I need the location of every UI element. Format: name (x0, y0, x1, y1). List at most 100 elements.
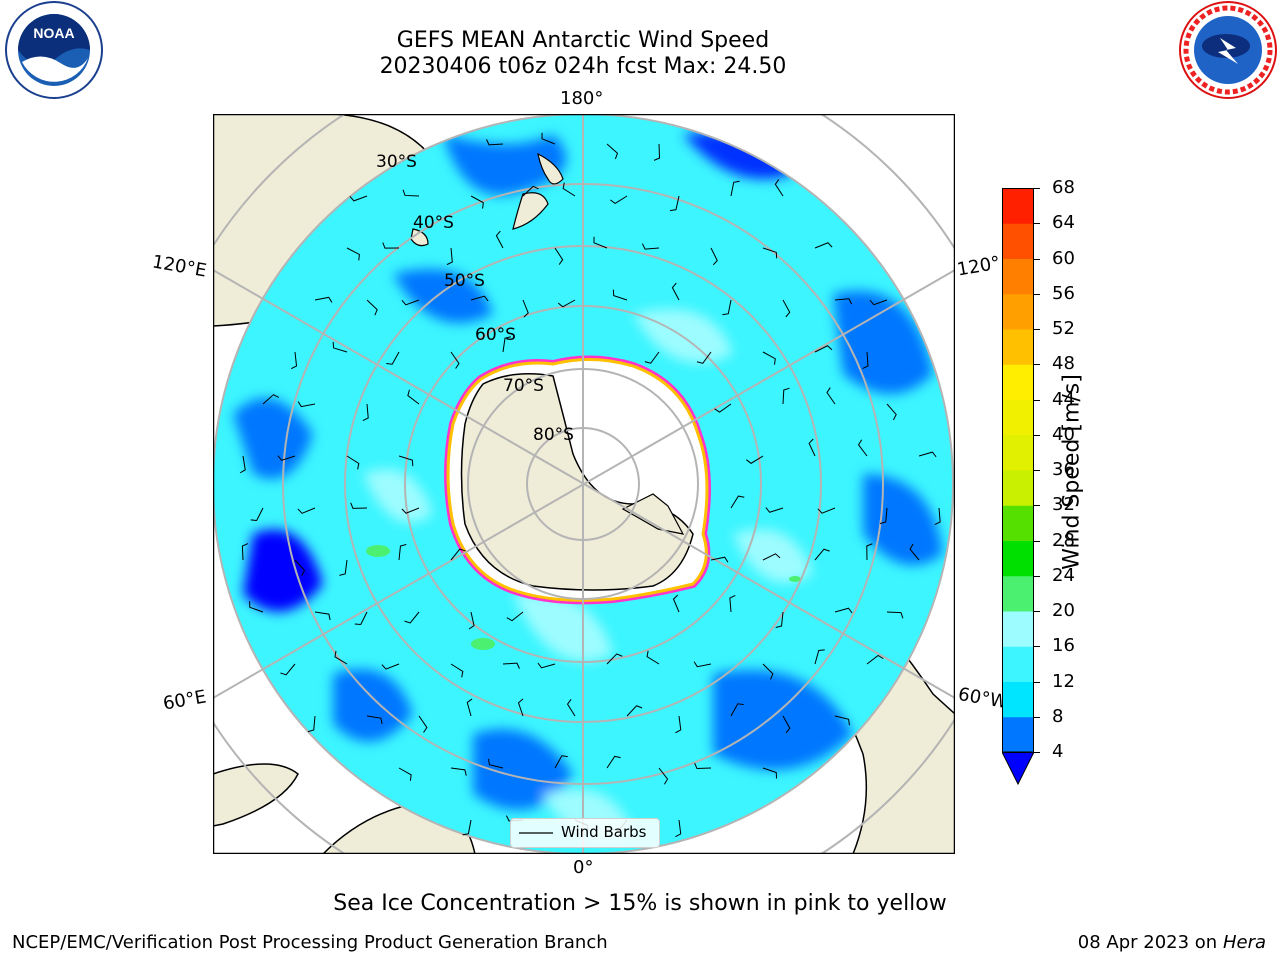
wind-barb (762, 247, 778, 259)
colorbar-tick-label: 4 (1052, 741, 1064, 762)
colorbar-tick-label: 12 (1052, 670, 1075, 692)
wind-barb (462, 819, 472, 836)
wind-barb (675, 715, 682, 734)
land-new-zealand (537, 152, 564, 185)
wind-barb (675, 819, 682, 838)
wind-barb (606, 143, 619, 160)
wind-barb (250, 507, 264, 522)
wind-barb (765, 507, 784, 513)
wind-barb (646, 650, 660, 665)
wind-barb (541, 132, 556, 145)
wind-barb (934, 507, 941, 526)
colorbar-tick-label: 16 (1052, 635, 1075, 657)
wind-barb (644, 351, 660, 364)
graticule (213, 114, 955, 854)
wind-barb (694, 762, 712, 770)
wind-barb (366, 715, 383, 725)
colorbar-tick-mark (1034, 329, 1040, 330)
wind-barb (297, 507, 316, 514)
wind-barb (762, 351, 776, 365)
wind-barb (857, 439, 868, 457)
wind-barb (418, 715, 428, 733)
colorbar-tick-label: 48 (1052, 353, 1075, 375)
colorbar-tick-label: 40 (1052, 423, 1075, 445)
land-madagascar (213, 763, 299, 827)
wind-barb (834, 298, 853, 305)
wind-barb (879, 507, 888, 525)
wind-barb (826, 387, 836, 405)
wind-barb (307, 715, 316, 733)
wind-barb (696, 351, 712, 364)
wind-barb (866, 654, 884, 665)
wind-barb (554, 755, 568, 769)
map-panel (212, 113, 956, 855)
wind-barb (808, 438, 816, 457)
wind-barb (401, 299, 420, 306)
colorbar-tick-mark (1034, 611, 1040, 612)
lat-label-40s: 40°S (413, 213, 454, 233)
wind-barb (402, 189, 420, 197)
wind-barb (262, 394, 280, 405)
wind-barb (710, 556, 729, 563)
wind-barb (693, 661, 712, 668)
wind-barb (280, 663, 296, 676)
colorbar-tick-mark (1034, 681, 1040, 683)
wind-barb (669, 195, 680, 212)
colorbar-tick-mark (1034, 540, 1040, 542)
wind-barb (722, 299, 732, 316)
lat-label-50s: 50°S (444, 271, 485, 291)
wind-barb (470, 295, 489, 302)
wind-barb (762, 663, 774, 680)
noaa-logo: NOAA (2, 0, 106, 104)
wind-barb (241, 543, 249, 561)
wind-barb (762, 553, 781, 561)
colorbar-tick-label: 24 (1052, 564, 1075, 586)
chart-subtitle: 20230406 t06z 024h fcst Max: 24.50 (379, 54, 787, 79)
colorbar-tick-mark (1034, 716, 1040, 718)
colorbar-tick-label: 32 (1052, 494, 1075, 516)
wind-barb (354, 611, 368, 626)
wind-barb (446, 247, 453, 266)
wind-barb (862, 351, 869, 369)
wind-barb (782, 387, 790, 405)
colorbar-tick-mark (1034, 258, 1040, 260)
wind-barb (745, 455, 764, 464)
wind-barb (366, 299, 378, 316)
wind-barb (606, 653, 623, 665)
wind-barb (350, 502, 368, 509)
colorbar-tick-label: 60 (1052, 247, 1075, 269)
lat-label-30s: 30°S (376, 152, 417, 172)
colorbar-segment (1002, 223, 1034, 259)
wind-barb (401, 507, 420, 514)
wind-barb (814, 242, 833, 249)
wind-barb (730, 495, 745, 509)
chart-title: GEFS MEAN Antarctic Wind Speed (396, 28, 770, 53)
wind-barb (349, 195, 368, 202)
colorbar-segment (1002, 505, 1034, 541)
colorbar-segment (1002, 399, 1034, 436)
wind-barb (297, 401, 316, 408)
colorbar-tick-label: 44 (1052, 388, 1075, 410)
antarctic-peninsula (621, 493, 685, 535)
legend-label: Wind Barbs (561, 823, 647, 841)
wind-barb (346, 247, 360, 261)
colorbar-segment (1002, 470, 1034, 506)
wind-barb (557, 299, 576, 308)
lon-label-0: 0° (573, 857, 594, 878)
wind-barb (294, 559, 306, 576)
wind-barb (506, 611, 524, 622)
colorbar-tick-label: 20 (1052, 600, 1075, 621)
wind-barb (502, 336, 511, 353)
colorbar-segment (1002, 611, 1034, 647)
wind-barb (450, 767, 467, 776)
wind-barb (407, 389, 420, 405)
colorbar-tick-mark (1034, 293, 1040, 295)
wind-barb (537, 662, 556, 669)
wind-barb (729, 594, 736, 613)
wind-barb (834, 607, 853, 614)
wind-barb (817, 507, 836, 514)
wind-barb (450, 548, 466, 561)
wind-barb (334, 650, 348, 665)
wind-barb (610, 195, 628, 205)
colorbar-tick-mark (1034, 646, 1040, 648)
